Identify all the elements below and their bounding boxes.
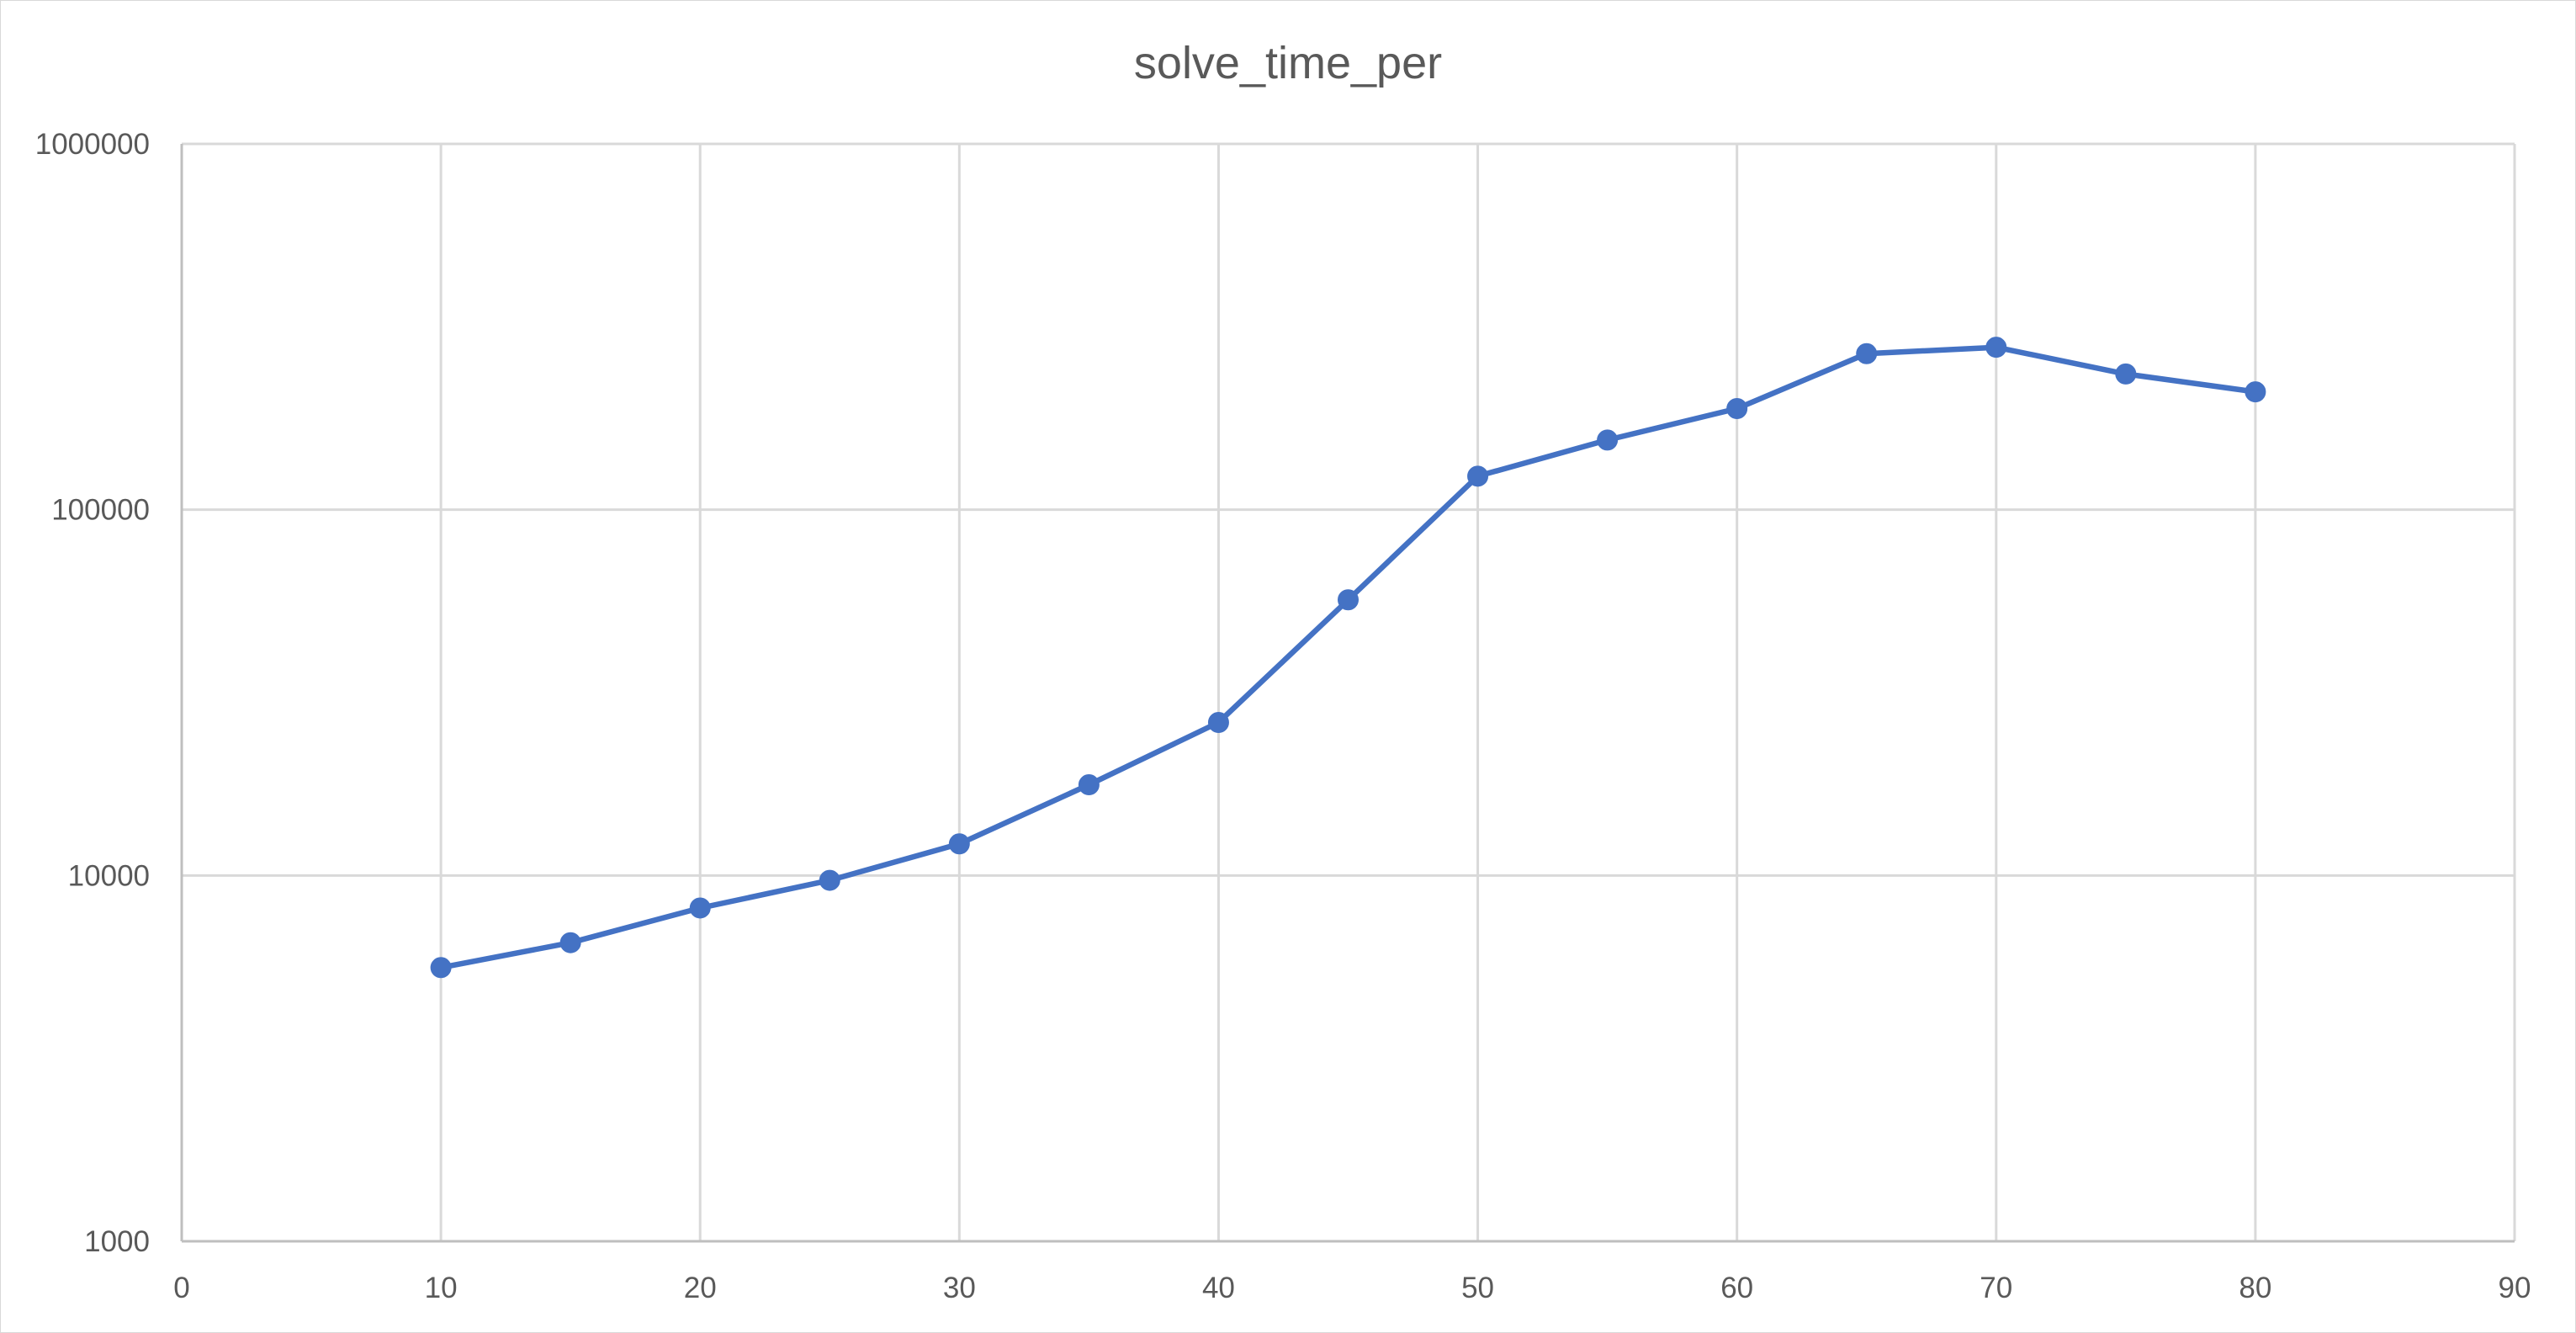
data-point xyxy=(1338,589,1359,611)
axes xyxy=(180,144,2515,1243)
data-point xyxy=(2115,363,2137,385)
data-point xyxy=(1985,337,2007,358)
data-point xyxy=(1207,712,1229,734)
data-point xyxy=(559,932,581,953)
y-tick-label: 10000 xyxy=(68,859,150,892)
x-axis-tick-labels: 0 10 20 30 40 50 60 70 80 90 xyxy=(173,1272,2531,1304)
data-point xyxy=(1726,397,1748,419)
x-tick-label: 90 xyxy=(2499,1272,2531,1304)
data-point xyxy=(1467,465,1489,487)
x-tick-label: 0 xyxy=(173,1272,189,1304)
data-point xyxy=(1597,429,1619,451)
data-point xyxy=(1856,343,1878,364)
data-point xyxy=(430,957,452,979)
x-tick-label: 30 xyxy=(943,1272,976,1304)
x-tick-label: 10 xyxy=(425,1272,458,1304)
data-point xyxy=(819,869,840,891)
x-tick-label: 20 xyxy=(684,1272,717,1304)
x-tick-label: 50 xyxy=(1461,1272,1494,1304)
y-tick-label: 100000 xyxy=(51,494,150,527)
x-tick-label: 80 xyxy=(2239,1272,2271,1304)
x-tick-label: 60 xyxy=(1720,1272,1753,1304)
x-tick-label: 40 xyxy=(1202,1272,1235,1304)
series-layer xyxy=(430,337,2266,979)
y-axis-tick-labels: 1000 10000 100000 1000000 xyxy=(35,128,150,1258)
data-point xyxy=(1078,774,1100,796)
horizontal-gridlines xyxy=(182,142,2515,877)
chart-title: solve_time_per xyxy=(1134,38,1442,88)
data-point xyxy=(948,833,970,855)
data-point xyxy=(2245,381,2266,403)
x-tick-label: 70 xyxy=(1980,1272,2012,1304)
y-tick-label: 1000 xyxy=(84,1225,150,1258)
y-tick-label: 1000000 xyxy=(35,128,150,161)
data-point xyxy=(689,897,711,919)
vertical-gridlines xyxy=(439,144,2516,1241)
